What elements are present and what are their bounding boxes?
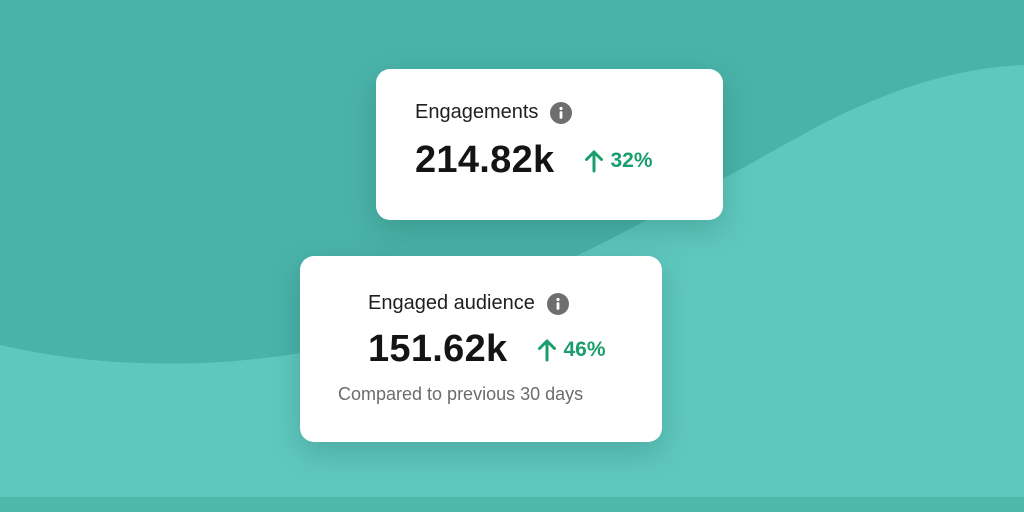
info-icon[interactable] xyxy=(546,292,569,315)
engaged-audience-value-row: 151.62k 46% xyxy=(368,328,606,371)
engagements-card: Engagements 214.82k 32% xyxy=(376,69,723,220)
engagements-value: 214.82k xyxy=(415,139,555,181)
arrow-up-icon xyxy=(538,339,557,361)
engagements-change-value: 32% xyxy=(610,148,653,172)
engagements-label: Engagements xyxy=(415,101,539,123)
engaged-audience-label: Engaged audience xyxy=(368,292,535,314)
engagements-change: 32% xyxy=(584,148,653,173)
engagements-header: Engagements xyxy=(415,101,573,124)
comparison-note: Compared to previous 30 days xyxy=(338,384,584,404)
engaged-audience-card: Engaged audience 151.62k 46% Compared to… xyxy=(300,256,662,442)
engaged-audience-change: 46% xyxy=(537,337,606,362)
engagements-value-row: 214.82k 32% xyxy=(415,139,653,182)
info-icon[interactable] xyxy=(550,101,573,124)
engaged-audience-header: Engaged audience xyxy=(368,292,569,315)
arrow-up-icon xyxy=(585,150,604,172)
engaged-audience-value: 151.62k xyxy=(368,328,508,370)
engaged-audience-change-value: 46% xyxy=(563,337,606,361)
